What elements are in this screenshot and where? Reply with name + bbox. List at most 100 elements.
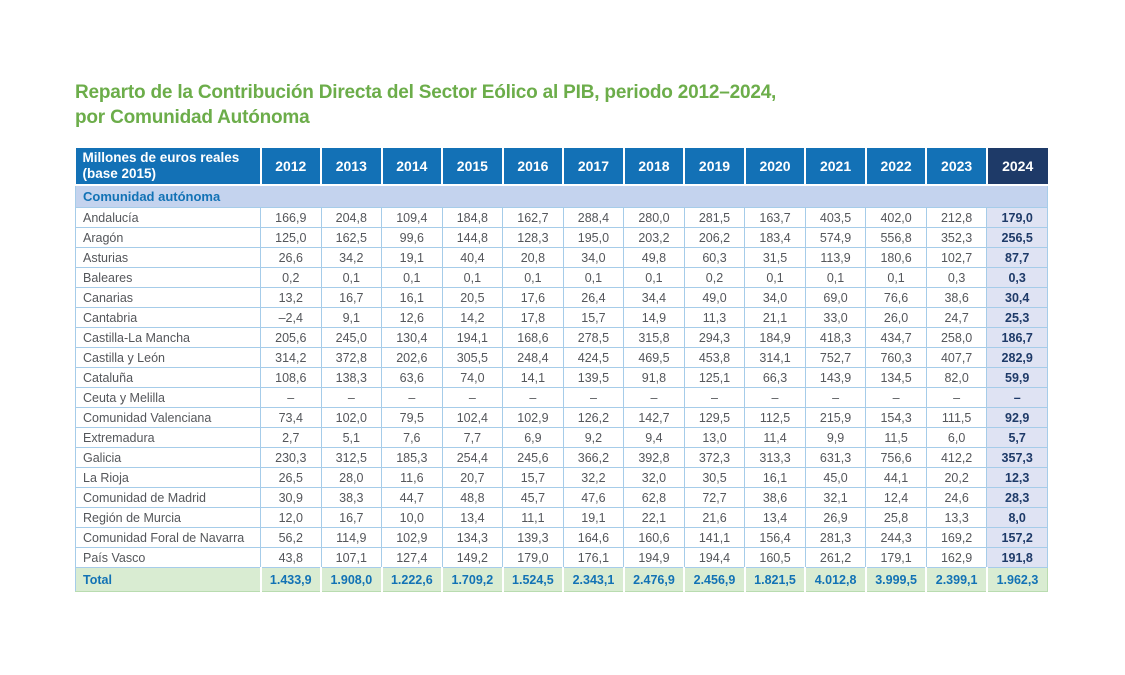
value-cell-2013: 34,2 xyxy=(320,247,383,268)
value-cell-2019: 294,3 xyxy=(683,327,746,348)
value-cell-2020: 160,5 xyxy=(744,547,806,568)
value-cell-2012: 205,6 xyxy=(260,327,322,348)
value-cell-2019: 372,3 xyxy=(683,447,746,468)
value-cell-2015: 149,2 xyxy=(441,547,504,568)
value-cell-2018: 392,8 xyxy=(623,447,685,468)
year-header-2023: 2023 xyxy=(925,148,987,185)
value-cell-2022: 0,1 xyxy=(865,267,927,288)
value-cell-2015: 48,8 xyxy=(441,487,504,508)
value-cell-2012: 26,6 xyxy=(260,247,322,268)
value-cell-2013: 372,8 xyxy=(320,347,383,368)
value-cell-2023: 111,5 xyxy=(925,407,988,428)
value-cell-2017: 32,2 xyxy=(562,467,625,488)
value-cell-2022: 434,7 xyxy=(865,327,927,348)
total-value-cell-2013: 1.908,0 xyxy=(320,567,382,592)
value-cell-2024: 30,4 xyxy=(986,287,1048,308)
value-cell-2024: – xyxy=(986,387,1048,408)
value-cell-2022: 760,3 xyxy=(865,347,927,368)
value-cell-2014: 79,5 xyxy=(381,407,443,428)
value-cell-2015: 13,4 xyxy=(441,507,504,528)
value-cell-2019: 206,2 xyxy=(683,227,746,248)
value-cell-2014: 12,6 xyxy=(381,307,443,328)
value-cell-2019: 0,2 xyxy=(683,267,746,288)
value-cell-2017: 0,1 xyxy=(562,267,625,288)
value-cell-2024: 157,2 xyxy=(986,527,1048,548)
value-cell-2017: 278,5 xyxy=(562,327,625,348)
table-row: Comunidad Foral de Navarra 56,2 114,9 102,9… xyxy=(75,527,1048,548)
value-cell-2023: 407,7 xyxy=(925,347,988,368)
table-row: Comunidad de Madrid 30,9 38,3 44,7 48,8 45,7 4… xyxy=(75,487,1048,508)
value-cell-2013: 102,0 xyxy=(320,407,383,428)
value-cell-2017: 366,2 xyxy=(562,447,625,468)
region-name-cell: Cataluña xyxy=(75,367,261,388)
value-cell-2018: 49,8 xyxy=(623,247,685,268)
value-cell-2019: 453,8 xyxy=(683,347,746,368)
value-cell-2016: – xyxy=(502,387,564,408)
total-value-cell-2019: 2.456,9 xyxy=(683,567,745,592)
value-cell-2018: 142,7 xyxy=(623,407,685,428)
region-name-cell: Andalucía xyxy=(75,207,261,228)
value-cell-2019: 72,7 xyxy=(683,487,746,508)
total-value-cell-2023: 2.399,1 xyxy=(925,567,987,592)
year-header-2022: 2022 xyxy=(864,148,927,185)
value-cell-2018: 469,5 xyxy=(623,347,685,368)
value-cell-2019: 125,1 xyxy=(683,367,746,388)
value-cell-2013: 0,1 xyxy=(320,267,383,288)
value-cell-2019: 194,4 xyxy=(683,547,746,568)
total-value-cell-2017: 2.343,1 xyxy=(562,567,624,592)
table-body: Comunidad autónoma Andalucía 166,9 204,8 10… xyxy=(75,184,1048,592)
value-cell-2012: 12,0 xyxy=(260,507,322,528)
value-cell-2021: 752,7 xyxy=(804,347,867,368)
value-cell-2014: 130,4 xyxy=(381,327,443,348)
data-table-container: Millones de euros reales (base 2015) 201… xyxy=(75,148,1048,592)
table-row: Canarias 13,2 16,7 16,1 20,5 17,6 26,4 34,4 49,0… xyxy=(75,287,1048,308)
value-cell-2019: 281,5 xyxy=(683,207,746,228)
value-cell-2015: 40,4 xyxy=(441,247,504,268)
value-cell-2016: 14,1 xyxy=(502,367,564,388)
value-cell-2023: 162,9 xyxy=(925,547,988,568)
value-cell-2021: 33,0 xyxy=(804,307,867,328)
value-cell-2016: 20,8 xyxy=(502,247,564,268)
value-cell-2012: – xyxy=(260,387,322,408)
total-value-cell-2020: 1.821,5 xyxy=(743,567,806,592)
total-value-cell-2016: 1.524,5 xyxy=(501,567,564,592)
table-row: País Vasco 43,8 107,1 127,4 149,2 179,0 176,1 1… xyxy=(75,547,1048,568)
value-cell-2012: 73,4 xyxy=(260,407,322,428)
value-cell-2012: –2,4 xyxy=(260,307,322,328)
value-cell-2015: 184,8 xyxy=(441,207,504,228)
region-name-cell: Aragón xyxy=(75,227,261,248)
value-cell-2024: 256,5 xyxy=(986,227,1048,248)
value-cell-2020: 156,4 xyxy=(744,527,806,548)
value-cell-2016: 162,7 xyxy=(502,207,564,228)
value-cell-2018: 203,2 xyxy=(623,227,685,248)
value-cell-2016: 45,7 xyxy=(502,487,564,508)
value-cell-2020: 0,1 xyxy=(744,267,806,288)
value-cell-2018: 0,1 xyxy=(623,267,685,288)
year-header-2018: 2018 xyxy=(622,148,685,185)
value-cell-2012: 26,5 xyxy=(260,467,322,488)
value-cell-2021: 113,9 xyxy=(804,247,867,268)
total-value-cell-2021: 4.012,8 xyxy=(804,567,866,592)
value-cell-2015: 134,3 xyxy=(441,527,504,548)
value-cell-2017: 176,1 xyxy=(562,547,625,568)
value-cell-2023: 13,3 xyxy=(925,507,988,528)
total-value-cell-2018: 2.476,9 xyxy=(622,567,685,592)
value-cell-2021: 418,3 xyxy=(804,327,867,348)
value-cell-2023: – xyxy=(925,387,988,408)
region-name-cell: Castilla y León xyxy=(75,347,261,368)
region-name-cell: Comunidad de Madrid xyxy=(75,487,261,508)
value-cell-2013: 16,7 xyxy=(320,287,383,308)
table-row: Galicia 230,3 312,5 185,3 254,4 245,6 366,2 392… xyxy=(75,447,1048,468)
value-cell-2024: 0,3 xyxy=(986,267,1048,288)
value-cell-2013: 162,5 xyxy=(320,227,383,248)
value-cell-2016: 179,0 xyxy=(502,547,564,568)
value-cell-2023: 6,0 xyxy=(925,427,988,448)
group-label-row: Comunidad autónoma xyxy=(75,184,1048,208)
region-name-cell: Ceuta y Melilla xyxy=(75,387,261,408)
value-cell-2022: 180,6 xyxy=(865,247,927,268)
value-cell-2015: 74,0 xyxy=(441,367,504,388)
value-cell-2014: 19,1 xyxy=(381,247,443,268)
value-cell-2012: 166,9 xyxy=(260,207,322,228)
year-header-2019: 2019 xyxy=(683,148,745,185)
value-cell-2015: 102,4 xyxy=(441,407,504,428)
